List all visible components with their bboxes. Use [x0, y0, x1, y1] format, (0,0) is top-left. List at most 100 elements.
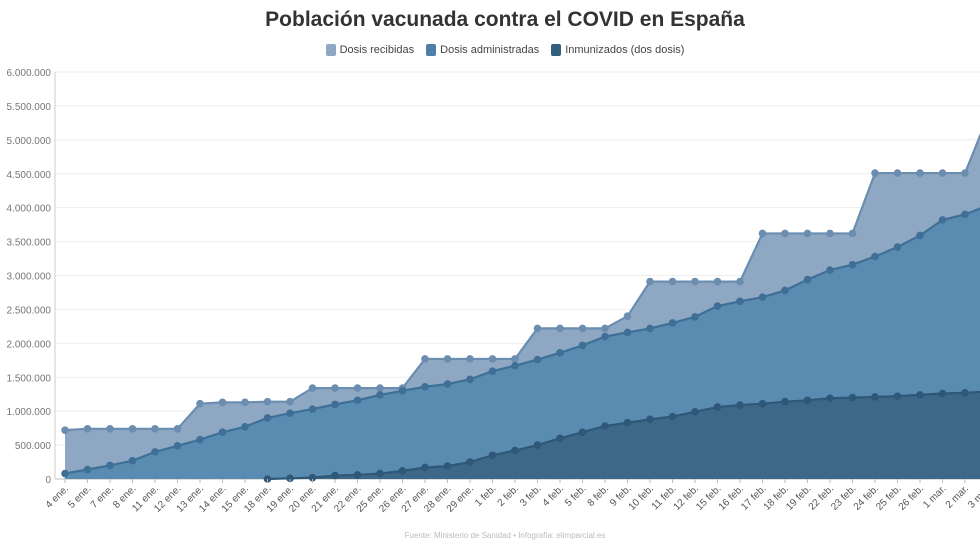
data-point-series-0: [803, 229, 812, 238]
data-point-series-0: [83, 425, 92, 433]
data-point-series-0: [106, 425, 114, 433]
data-point-series-0: [331, 384, 339, 392]
legend-label-inmunizados: Inmunizados (dos dosis): [565, 44, 685, 56]
data-point-series-0: [376, 384, 384, 392]
data-point-series-2: [893, 392, 902, 401]
chart-title: Población vacunada contra el COVID en Es…: [265, 8, 745, 31]
data-point-series-1: [781, 286, 789, 295]
data-point-series-0: [623, 312, 632, 321]
data-point-series-1: [871, 252, 879, 261]
data-point-series-0: [151, 425, 159, 433]
data-point-series-1: [848, 260, 857, 269]
data-point-series-0: [241, 398, 249, 407]
x-tick-label: 2 feb.: [496, 483, 521, 508]
data-point-series-0: [421, 355, 429, 363]
data-point-series-2: [736, 401, 744, 409]
x-tick-label: 5 feb.: [563, 483, 588, 508]
data-point-series-0: [556, 324, 564, 333]
data-point-series-0: [916, 169, 924, 177]
y-tick-label: 6.000.000: [7, 68, 52, 79]
data-point-series-2: [331, 471, 339, 480]
x-tick-label: 1 mar.: [921, 483, 948, 510]
data-point-series-2: [466, 458, 474, 466]
x-tick-label: 3 mar.: [966, 483, 980, 510]
data-point-series-0: [533, 324, 542, 333]
x-axis: 4 ene.5 ene.7 ene.8 ene.11 ene.12 ene.13…: [44, 479, 980, 515]
data-point-series-0: [646, 277, 654, 286]
y-tick-label: 0: [45, 475, 51, 486]
data-point-series-1: [196, 435, 204, 444]
data-point-series-1: [601, 332, 609, 341]
data-point-series-2: [443, 462, 452, 470]
data-point-series-0: [511, 355, 519, 363]
data-point-series-1: [286, 409, 294, 418]
data-point-series-1: [646, 324, 654, 333]
data-point-series-1: [151, 448, 159, 456]
data-point-series-2: [781, 397, 789, 406]
data-point-series-1: [691, 313, 699, 321]
data-point-series-0: [286, 397, 294, 406]
data-point-series-1: [556, 349, 564, 357]
legend-label-dosis-administradas: Dosis administradas: [440, 44, 540, 56]
data-point-series-1: [623, 328, 632, 337]
data-point-series-0: [871, 169, 879, 177]
area-series-2: [267, 391, 980, 479]
data-point-series-0: [61, 426, 69, 434]
data-point-series-2: [421, 463, 429, 472]
x-tick-label: 7 ene.: [89, 483, 116, 510]
data-point-series-2: [758, 399, 767, 408]
data-point-series-2: [623, 418, 632, 427]
data-point-series-1: [353, 396, 362, 405]
data-point-series-1: [916, 231, 924, 240]
data-point-series-2: [691, 408, 699, 416]
y-tick-label: 3.500.000: [7, 238, 52, 249]
y-tick-label: 4.500.000: [7, 170, 52, 181]
data-point-series-0: [578, 324, 587, 333]
data-point-series-1: [421, 382, 429, 391]
data-point-series-2: [376, 469, 384, 478]
y-tick-label: 1.500.000: [7, 373, 52, 384]
data-point-series-0: [263, 397, 272, 406]
legend-label-dosis-recibidas: Dosis recibidas: [339, 44, 415, 56]
legend-item-inmunizados[interactable]: Inmunizados (dos dosis): [551, 44, 684, 56]
data-point-series-1: [893, 243, 902, 251]
data-point-series-2: [916, 391, 924, 399]
x-tick-label: 2 mar.: [944, 483, 971, 510]
data-point-series-2: [871, 393, 879, 401]
data-point-series-0: [128, 425, 137, 433]
data-point-series-1: [578, 341, 587, 350]
data-point-series-1: [263, 414, 272, 422]
data-point-series-1: [128, 456, 137, 465]
legend-item-dosis-administradas[interactable]: Dosis administradas: [426, 44, 539, 56]
chart-areas: [64, 133, 980, 481]
data-point-series-1: [961, 210, 969, 219]
y-tick-label: 500.000: [15, 441, 52, 452]
data-point-series-1: [466, 375, 474, 384]
data-point-series-2: [646, 415, 654, 424]
data-point-series-1: [106, 461, 114, 470]
data-point-series-0: [218, 398, 227, 407]
data-point-series-2: [398, 467, 407, 475]
x-tick-label: 10 feb.: [627, 483, 656, 512]
y-tick-label: 2.500.000: [7, 305, 52, 316]
data-point-series-1: [713, 302, 722, 310]
data-point-series-0: [601, 324, 609, 333]
y-axis: 0 500.000 1.000.000 1.500.000 2.000.000 2.500…: [7, 68, 56, 486]
data-point-series-1: [443, 380, 452, 388]
legend-swatch-dosis-administradas: [426, 44, 437, 56]
data-point-series-1: [826, 266, 834, 274]
x-tick-label: 3 feb.: [518, 483, 543, 508]
legend-item-dosis-recibidas[interactable]: Dosis recibidas: [325, 44, 415, 56]
chart-points: [61, 169, 969, 483]
y-tick-label: 5.000.000: [7, 136, 52, 147]
data-point-series-0: [488, 355, 497, 363]
data-point-series-1: [308, 405, 317, 413]
data-point-series-2: [578, 428, 587, 436]
data-point-series-1: [533, 355, 542, 364]
data-point-series-0: [466, 355, 474, 363]
data-point-series-0: [736, 277, 744, 286]
data-point-series-2: [308, 473, 317, 482]
data-point-series-0: [938, 169, 947, 177]
x-tick-label: 26 feb.: [897, 483, 926, 512]
y-tick-label: 4.000.000: [7, 204, 52, 215]
